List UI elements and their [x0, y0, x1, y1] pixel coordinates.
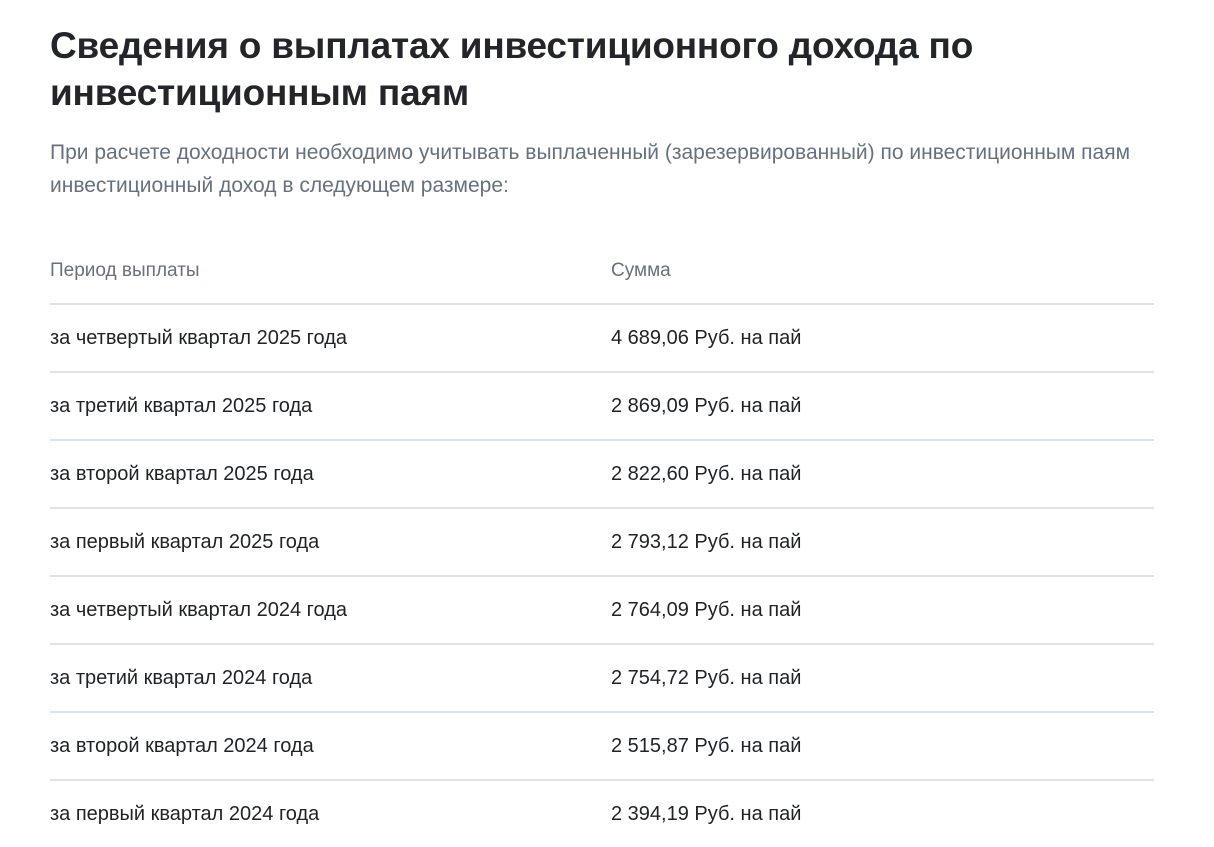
amount-cell: 2 394,19 Руб. на пай	[611, 802, 802, 825]
page-title: Сведения о выплатах инвестиционного дохо…	[50, 25, 974, 113]
table-row: за третий квартал 2025 года 2 869,09 Руб.…	[50, 372, 1154, 441]
table-row: за третий квартал 2024 года 2 754,72 Руб.…	[50, 644, 1154, 713]
amount-cell: 2 822,60 Руб. на пай	[611, 440, 1154, 509]
period-cell: за первый квартал 2025 года	[50, 508, 611, 577]
period-cell: за второй квартал 2024 года	[50, 712, 611, 781]
period-cell: за второй квартал 2025 года	[50, 440, 611, 509]
amount-cell: 4 689,06 Руб. на пай	[611, 304, 1154, 373]
table-row: за второй квартал 2025 года 2 822,60 Руб.…	[50, 440, 1154, 509]
amount-cell: 2 515,87 Руб. на пай	[611, 712, 1154, 781]
payouts-table: Период выплаты Сумма за четвертый кварта…	[50, 246, 1154, 847]
table-row: за четвертый квартал 2025 года 4 689,06 Р…	[50, 304, 1154, 373]
period-cell: за третий квартал 2025 года	[50, 372, 611, 441]
period-cell: за первый квартал 2024 года	[50, 802, 320, 825]
amount-cell: 2 869,09 Руб. на пай	[611, 372, 1154, 441]
table-row: за второй квартал 2024 года 2 515,87 Руб.…	[50, 712, 1154, 781]
header-period: Период выплаты	[50, 246, 611, 305]
table-row: за первый квартал 2024 года 2 394,19 Руб.…	[50, 780, 1154, 847]
lead-text: При расчете доходности необходимо учитыв…	[50, 141, 1131, 197]
period-cell: за четвертый квартал 2025 года	[50, 304, 611, 373]
amount-cell: 2 754,72 Руб. на пай	[611, 644, 1154, 713]
header-amount: Сумма	[611, 246, 1154, 305]
period-cell: за четвертый квартал 2024 года	[50, 576, 611, 645]
table-row: за четвертый квартал 2024 года 2 764,09 Р…	[50, 576, 1154, 645]
content: Сведения о выплатах инвестиционного дохо…	[50, 22, 1154, 847]
amount-cell: 2 793,12 Руб. на пай	[611, 508, 1154, 577]
amount-cell: 2 764,09 Руб. на пай	[611, 576, 1154, 645]
table-header: Период выплаты Сумма	[50, 246, 1154, 305]
period-cell: за третий квартал 2024 года	[50, 644, 611, 713]
table-row: за первый квартал 2025 года 2 793,12 Руб.…	[50, 508, 1154, 577]
